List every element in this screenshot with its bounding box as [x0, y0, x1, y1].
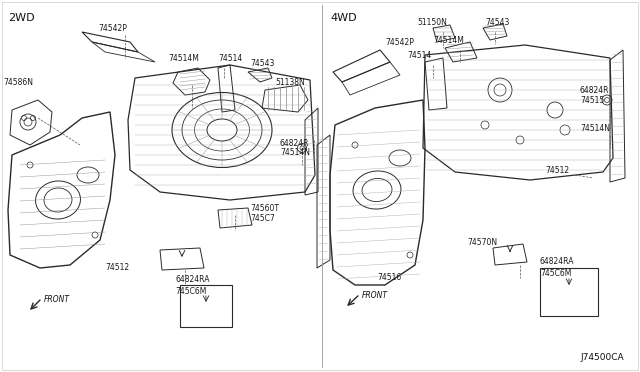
Text: 64824R: 64824R	[580, 86, 609, 94]
Text: 74512: 74512	[105, 263, 129, 273]
Text: 51150N: 51150N	[417, 17, 447, 26]
Text: 74514M: 74514M	[168, 54, 199, 62]
Text: FRONT: FRONT	[44, 295, 70, 305]
Bar	[540, 268, 598, 316]
Text: 74515: 74515	[580, 96, 604, 105]
Text: 64824RA: 64824RA	[540, 257, 575, 266]
Text: 74543: 74543	[250, 58, 275, 67]
Text: 2WD: 2WD	[8, 13, 35, 23]
Text: 74586N: 74586N	[3, 77, 33, 87]
Text: 64824R: 64824R	[280, 138, 310, 148]
Text: FRONT: FRONT	[362, 292, 388, 301]
Text: 51138N: 51138N	[275, 77, 305, 87]
Text: 745C7: 745C7	[250, 214, 275, 222]
Text: 74514M: 74514M	[433, 35, 464, 45]
Text: J74500CA: J74500CA	[580, 353, 623, 362]
Text: 74514: 74514	[407, 51, 431, 60]
Text: 74512: 74512	[545, 166, 569, 174]
Text: 74514N: 74514N	[280, 148, 310, 157]
Text: 74516: 74516	[377, 273, 401, 282]
Text: 74514N: 74514N	[580, 124, 610, 132]
Text: 74514: 74514	[218, 54, 243, 62]
Text: 74570N: 74570N	[467, 237, 497, 247]
Text: 745C6M: 745C6M	[175, 288, 206, 296]
Bar	[180, 285, 232, 327]
Text: 4WD: 4WD	[330, 13, 356, 23]
Text: 74560T: 74560T	[250, 203, 279, 212]
Text: 74542P: 74542P	[385, 38, 414, 46]
Text: 64824RA: 64824RA	[175, 276, 209, 285]
Text: 745C6M: 745C6M	[540, 269, 572, 279]
Text: 74542P: 74542P	[98, 23, 127, 32]
Text: 74543: 74543	[485, 17, 509, 26]
